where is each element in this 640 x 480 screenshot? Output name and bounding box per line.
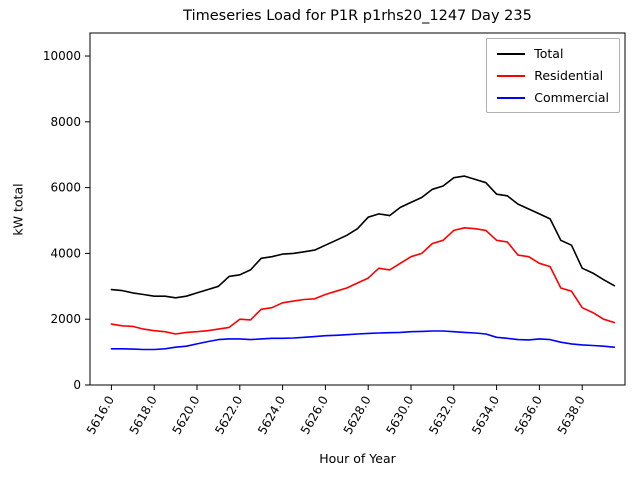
x-tick-label: 5622.0	[212, 394, 245, 437]
legend-item-total: Total	[497, 46, 609, 61]
chart-title: Timeseries Load for P1R p1rhs20_1247 Day…	[183, 8, 532, 24]
legend-line-commercial	[497, 96, 526, 99]
x-tick-label: 5634.0	[469, 393, 502, 436]
x-tick-label: 5636.0	[512, 394, 545, 437]
y-tick-label: 4000	[50, 246, 81, 260]
y-tick-label: 0	[73, 378, 81, 392]
x-tick-label: 5628.0	[341, 394, 374, 437]
legend-item-commercial: Commercial	[497, 90, 609, 105]
x-tick-label: 5632.0	[426, 394, 459, 437]
series-line-commercial	[110, 330, 616, 351]
legend-item-residential: Residential	[497, 68, 609, 83]
x-tick-label: 5616.0	[84, 394, 117, 437]
legend-label: Total	[534, 46, 564, 61]
legend-line-residential	[497, 74, 526, 77]
x-tick-label: 5618.0	[127, 394, 160, 437]
axes-frame	[89, 32, 626, 386]
x-tick-label: 5638.0	[555, 394, 588, 437]
legend: Total Residential Commercial	[486, 38, 620, 113]
y-tick-label: 10000	[43, 49, 81, 63]
x-tick-label: 5626.0	[298, 394, 331, 437]
y-tick-label: 2000	[50, 312, 81, 326]
series-line-total	[110, 175, 616, 299]
y-tick-label: 8000	[50, 115, 81, 129]
y-tick-label: 6000	[50, 181, 81, 195]
series-line-residential	[110, 227, 616, 335]
x-tick-label: 5630.0	[383, 394, 416, 437]
x-axis-label: Hour of Year	[319, 451, 396, 466]
legend-label: Commercial	[534, 90, 609, 105]
x-tick-label: 5620.0	[169, 394, 202, 437]
x-tick-label: 5624.0	[255, 394, 288, 437]
legend-line-total	[497, 52, 526, 55]
legend-label: Residential	[534, 68, 604, 83]
